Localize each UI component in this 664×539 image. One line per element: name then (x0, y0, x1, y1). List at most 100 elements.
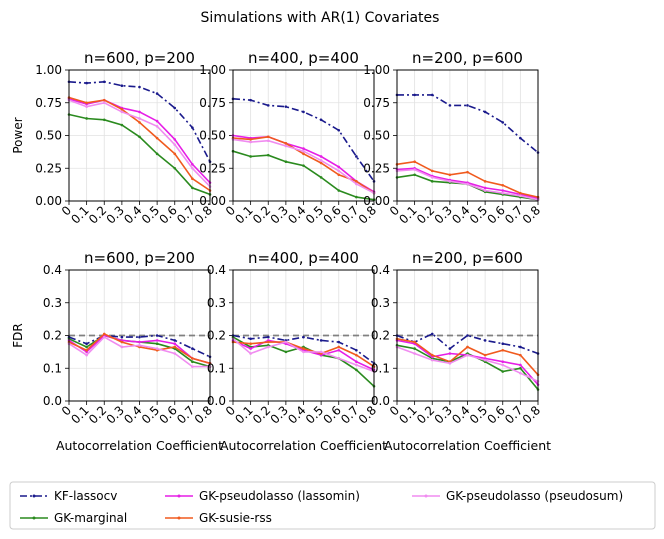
legend-entry-gks: GK-susie-rss (165, 511, 272, 525)
legend-entry-gkps: GK-pseudolasso (pseudosum) (412, 489, 623, 503)
series-point-gkpl (519, 363, 522, 367)
legend-label: GK-pseudolasso (pseudosum) (446, 489, 623, 503)
series-point-gks (466, 345, 469, 349)
series-point-kf (430, 332, 434, 336)
x-axis-label: Autocorrelation Coefficient (384, 438, 551, 453)
series-point-kf (466, 334, 469, 337)
y-tick-label: 0.3 (371, 296, 390, 310)
legend-entry-gkm: GK-marginal (20, 511, 127, 525)
series-point-gkpl (249, 347, 252, 350)
y-tick-label: 0.50 (363, 129, 390, 143)
series-point-gks (483, 353, 487, 357)
axes-frame (232, 269, 375, 402)
series-point-gkps (430, 358, 434, 362)
series-point-kf (249, 98, 252, 102)
series-point-kf (337, 340, 341, 344)
series-point-gks (466, 170, 469, 174)
y-tick-label: 0.0 (43, 394, 62, 408)
series-point-gkps (102, 101, 106, 105)
series-point-gks (483, 180, 487, 183)
y-tick-label: 0.1 (371, 361, 390, 375)
series-point-gkm (155, 342, 159, 345)
y-tick-label: 1.00 (35, 63, 62, 77)
series-point-kf (319, 339, 323, 342)
series-point-gkps (337, 169, 341, 173)
y-axis-label: Power (11, 117, 25, 153)
series-line-kf (68, 334, 211, 358)
y-tick-label: 0.50 (199, 129, 226, 143)
series-point-gkps (319, 350, 323, 354)
series-point-gkps (191, 365, 194, 368)
panels: 0.000.250.500.751.0000.10.20.30.40.50.60… (11, 49, 551, 453)
series-point-gks (284, 142, 288, 145)
series-point-kf (138, 335, 141, 339)
series-point-gkps (337, 357, 341, 360)
y-tick-label: 0.75 (199, 96, 226, 110)
series-point-gks (102, 332, 106, 336)
series-point-gkm (319, 176, 323, 179)
series-point-gks (337, 345, 341, 349)
series-point-gkps (355, 182, 358, 186)
series-point-gkps (173, 143, 177, 146)
legend: KF-lassocv GK-marginal GK-pseudolasso (las… (9, 481, 656, 530)
series-point-kf (448, 104, 452, 107)
panel-4: 0.00.10.20.30.400.10.20.30.40.50.60.70.8… (11, 249, 223, 453)
series-point-kf (337, 128, 341, 132)
series-point-gks (501, 183, 505, 187)
series-point-gks (355, 353, 358, 357)
y-tick-label: 0.00 (35, 194, 62, 208)
series-point-gks (102, 98, 106, 102)
series-point-gkps (501, 363, 505, 367)
y-tick-label: 0.25 (363, 161, 390, 175)
panel-3: 0.000.250.500.751.0000.10.20.30.40.50.60… (363, 49, 543, 227)
y-tick-label: 0.00 (199, 194, 226, 208)
y-tick-label: 0.75 (363, 96, 390, 110)
series-point-gks (120, 108, 124, 111)
series-point-gkps (448, 362, 452, 365)
series-point-gkpl (448, 352, 452, 355)
series-point-gks (191, 357, 194, 360)
series-point-gkps (138, 344, 141, 347)
series-point-gkps (155, 125, 159, 128)
legend-label: GK-pseudolasso (lassomin) (199, 489, 360, 503)
series-point-gkps (85, 353, 88, 357)
series-point-gkm (413, 347, 416, 350)
series-point-gkps (413, 352, 416, 355)
series-point-gkm (85, 117, 88, 120)
series-point-kf (483, 110, 487, 114)
panel-5: 0.00.10.20.30.400.10.20.30.40.50.60.70.8… (207, 249, 387, 453)
legend-marker (32, 516, 36, 520)
series-point-gkpl (191, 163, 194, 166)
series-point-kf (266, 335, 270, 339)
series-point-gkps (519, 371, 522, 375)
series-point-gks (138, 121, 141, 124)
series-point-kf (483, 339, 487, 342)
y-tick-label: 0.3 (43, 296, 62, 310)
series-point-gks (191, 177, 194, 181)
series-point-gkps (284, 340, 288, 344)
series-point-gkps (302, 149, 305, 153)
panel-title: n=400, p=400 (248, 49, 359, 67)
series-point-gks (120, 340, 124, 344)
series-point-gkpl (138, 110, 141, 114)
axes-frame (232, 69, 375, 202)
series-point-gkm (191, 360, 194, 364)
series-point-gkps (120, 110, 124, 114)
series-point-kf (120, 335, 124, 339)
x-tick-label: 0.8 (520, 403, 543, 426)
series-point-gkps (319, 159, 323, 162)
series-point-gkpl (173, 342, 177, 345)
series-point-kf (85, 342, 88, 345)
series-point-kf (120, 84, 124, 88)
series-point-gks (501, 348, 505, 352)
series-point-gkm (102, 118, 106, 122)
figure-title: Simulations with AR(1) Covariates (201, 10, 440, 26)
series-point-gkm (302, 164, 305, 167)
series-point-gkps (155, 347, 159, 350)
series-point-gkps (191, 166, 194, 170)
panel-title: n=200, p=600 (412, 249, 523, 267)
series-point-gkm (120, 123, 124, 127)
series-point-kf (191, 126, 194, 129)
legend-label: GK-marginal (54, 511, 127, 525)
